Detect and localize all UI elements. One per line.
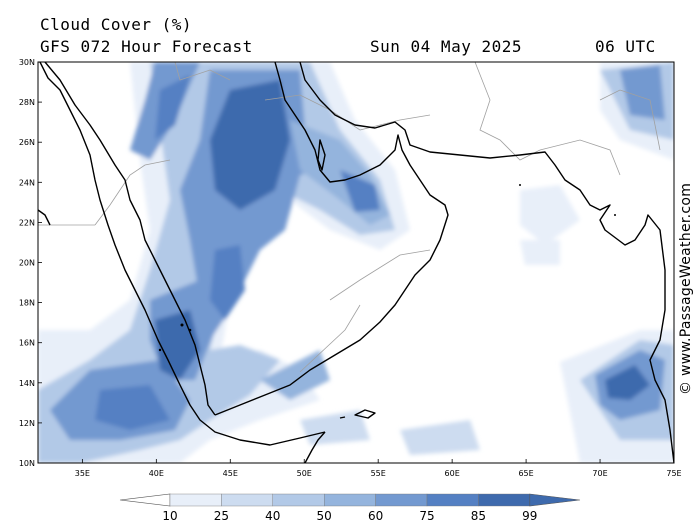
lat-label-12n: 12N — [19, 419, 35, 428]
lon-label-40e: 40E — [149, 469, 164, 478]
lon-label-75e: 75E — [666, 469, 681, 478]
colorbar-label: 85 — [471, 509, 486, 523]
colorbar-label: 25 — [214, 509, 229, 523]
cloud-layer — [38, 62, 674, 463]
country-borders — [38, 62, 661, 373]
lat-label-18n: 18N — [19, 299, 35, 308]
map-title: Cloud Cover (%) — [40, 15, 192, 34]
lon-label-35e: 35E — [75, 469, 90, 478]
colorbar: 10 25 40 50 60 75 85 99 — [119, 493, 581, 523]
credit-text: © www.PassageWeather.com — [678, 182, 694, 395]
lon-label-50e: 50E — [297, 469, 312, 478]
colorbar-swatch — [221, 493, 273, 507]
colorbar-swatch — [324, 493, 376, 507]
lon-label-60e: 60E — [445, 469, 460, 478]
forecast-time: 06 UTC — [595, 37, 656, 56]
lat-label-30n: 30N — [19, 58, 35, 67]
forecast-date: Sun 04 May 2025 — [370, 37, 522, 56]
longitude-labels: 35E 40E 45E 50E 55E 60E 65E 70E 75E — [75, 459, 682, 478]
lon-label-55e: 55E — [371, 469, 386, 478]
lon-label-65e: 65E — [518, 469, 533, 478]
islands — [158, 184, 616, 352]
colorbar-max-arrow — [529, 493, 581, 507]
lon-label-70e: 70E — [592, 469, 607, 478]
colorbar-swatch — [272, 493, 325, 507]
colorbar-swatch — [426, 493, 479, 507]
colorbar-label: 75 — [419, 509, 434, 523]
lat-label-16n: 16N — [19, 339, 35, 348]
colorbar-label: 99 — [522, 509, 537, 523]
colorbar-swatch — [169, 493, 222, 507]
colorbar-label: 50 — [317, 509, 332, 523]
colorbar-swatch — [375, 493, 428, 507]
colorbar-label: 60 — [368, 509, 383, 523]
lat-label-26n: 26N — [19, 138, 35, 147]
lon-label-45e: 45E — [223, 469, 238, 478]
lat-label-28n: 28N — [19, 98, 35, 107]
coastlines — [38, 62, 674, 463]
model-run-label: GFS 072 Hour Forecast — [40, 37, 253, 56]
lat-label-10n: 10N — [19, 459, 35, 468]
lat-label-20n: 20N — [19, 259, 35, 268]
colorbar-min-arrow — [119, 493, 171, 507]
lat-label-14n: 14N — [19, 379, 35, 388]
colorbar-swatch — [478, 493, 530, 507]
lat-label-22n: 22N — [19, 218, 35, 227]
latitude-labels: 30N 28N 26N 24N 22N 20N 18N 16N 14N 12N 10N — [19, 58, 42, 468]
colorbar-label: 10 — [162, 509, 177, 523]
colorbar-label: 40 — [265, 509, 280, 523]
lat-label-24n: 24N — [19, 178, 35, 187]
